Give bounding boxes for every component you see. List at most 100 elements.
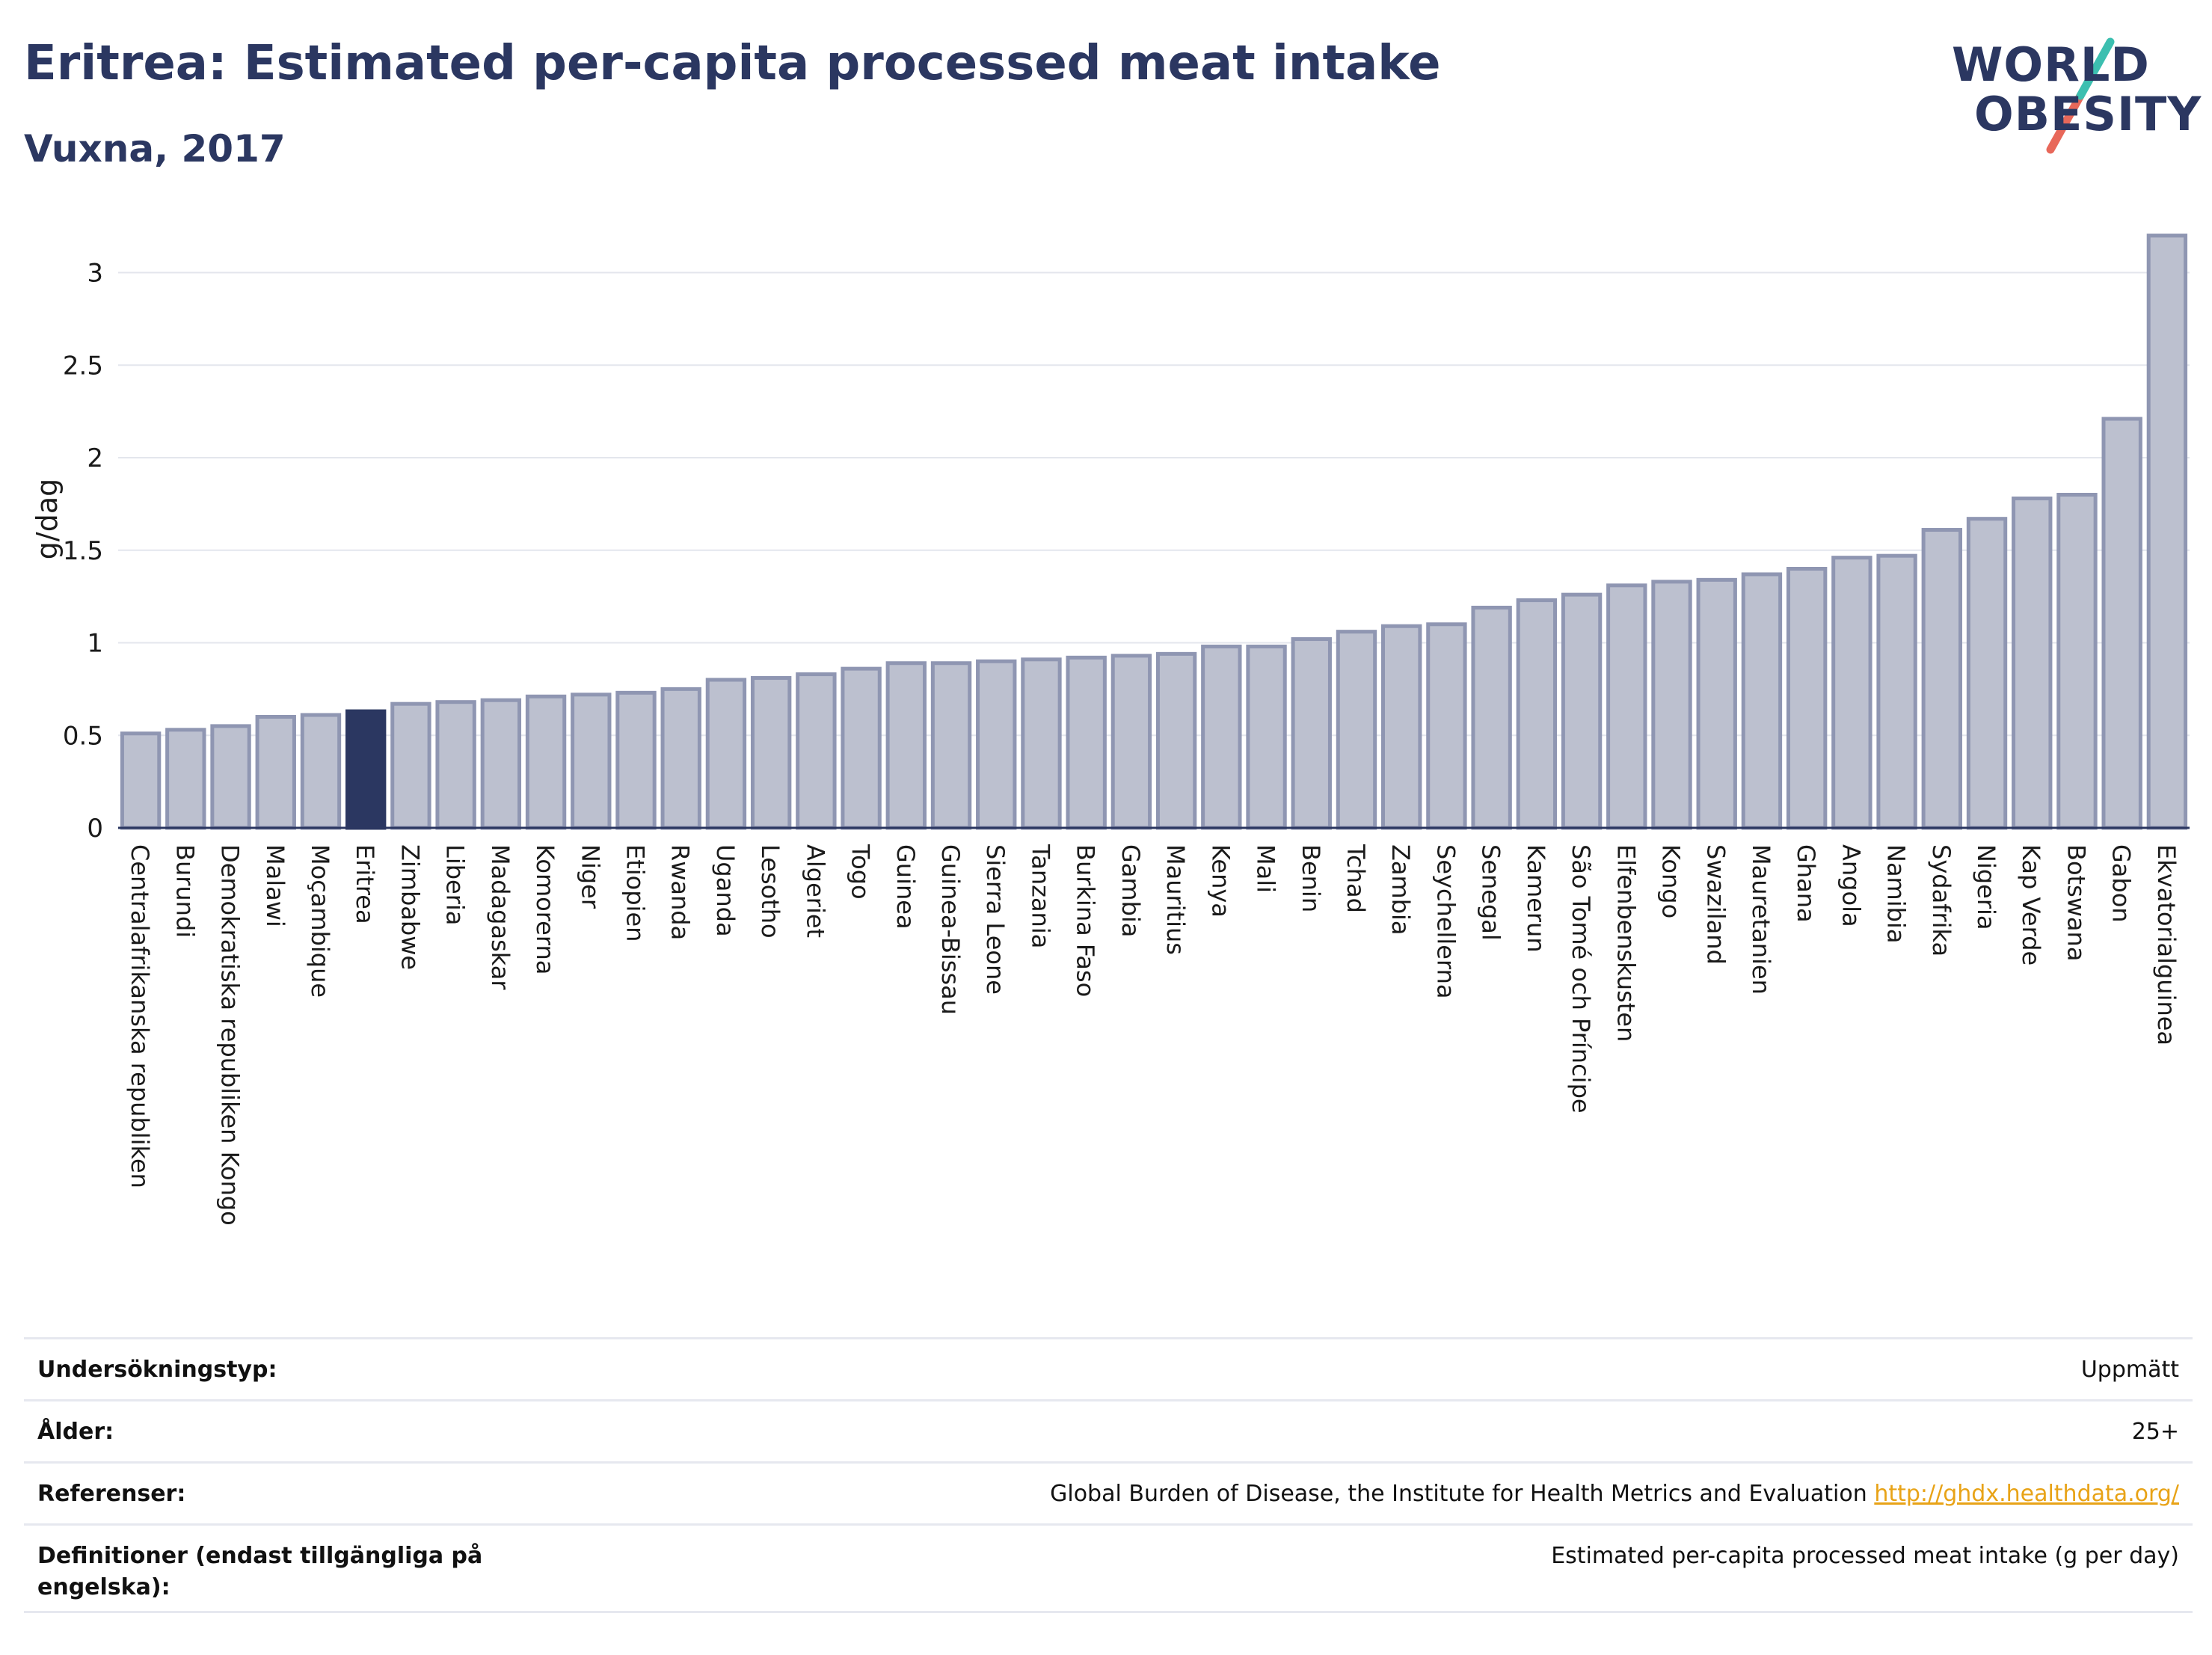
x-tick-label: Elfenbenskusten [1612,844,1640,1042]
info-label: Definitioner (endast tillgängliga på eng… [37,1543,483,1600]
bar-tchad [1336,630,1377,830]
logo-slash-icon [2046,37,2115,154]
bar-lesotho [750,676,792,830]
x-tick-label: Angola [1837,844,1865,927]
bar-zimbabwe [390,701,431,830]
x-tick-label: Nigeria [1972,844,2000,930]
info-row-age: Ålder: 25+ [24,1399,2193,1461]
bar-kenya [1201,644,1242,830]
info-table: Undersökningstyp: Uppmätt Ålder: 25+ Ref… [24,1337,2193,1613]
y-tick-label: 2.5 [63,351,103,381]
x-tick-label: Komorerna [531,844,559,974]
x-tick-label: Ghana [1792,844,1820,923]
info-row-references: Referenser: Global Burden of Disease, th… [24,1461,2193,1523]
bar-mauretanien [1741,572,1783,830]
bar-komorerna [525,694,567,830]
info-label: Ålder: [37,1419,114,1445]
x-tick-label: Kap Verde [2017,844,2045,965]
bar-niger [571,693,612,830]
bar-angola [1831,556,1872,830]
info-value: 25+ [2131,1419,2179,1445]
bar-zambia [1381,624,1422,830]
x-tick-label: Zimbabwe [396,844,424,970]
bar-sydafrika [1921,528,1962,830]
bar-benin [1291,637,1332,830]
bar-namibia [1876,553,1917,830]
bar-seychellerna [1426,622,1467,830]
bar-eritrea [345,709,387,830]
bar-senegal [1471,605,1512,830]
x-tick-label: Kamerun [1522,844,1550,953]
x-tick-label: Algeriet [801,844,829,938]
bar-algeriet [796,672,837,830]
bar-madagaskar [480,698,522,830]
x-tick-label: Mali [1252,844,1280,893]
y-tick-label: 3 [87,259,103,289]
x-tick-labels: Centralafrikanska republiken Burundi Demok… [126,844,2181,1226]
x-tick-label: São Tomé och Príncipe [1567,844,1595,1114]
bar-burundi [165,728,206,830]
x-tick-label: Sydafrika [1927,844,1956,957]
bar-demokratiska-republiken-kongo [210,724,251,830]
x-tick-label: Tchad [1342,844,1370,913]
x-tick-label: Seychellerna [1431,844,1460,998]
x-tick-label: Rwanda [666,844,695,940]
bar-nigeria [1966,517,2008,830]
bar-s-o-tom-och-pr-ncipe [1561,592,1603,830]
info-value: Uppmätt [2080,1357,2179,1383]
bar-elfenbenskusten [1606,583,1647,830]
x-tick-label: Eritrea [351,844,379,924]
x-tick-label: Demokratiska republiken Kongo [216,844,245,1226]
y-tick-label: 1 [87,629,103,659]
y-tick-labels: 0 0.5 1 1.5 2 2.5 3 [63,259,103,844]
chart-title: Eritrea: Estimated per-capita processed … [24,36,1441,91]
x-tick-label: Malawi [261,844,289,927]
x-tick-label: Guinea-Bissau [936,844,965,1015]
x-tick-label: Swaziland [1702,844,1730,965]
x-tick-label: Guinea [891,844,920,930]
bar-mali [1246,644,1287,830]
bar-guinea [885,661,927,830]
bar-mauritius [1155,651,1197,830]
x-tick-label: Kongo [1657,844,1686,918]
bar-kongo [1651,580,1692,830]
x-tick-label: Mauretanien [1747,844,1775,995]
chart-subtitle: Vuxna, 2017 [24,127,286,171]
info-row-survey-type: Undersökningstyp: Uppmätt [24,1337,2193,1399]
bar-burkina-faso [1066,655,1107,830]
bar-botswana [2056,493,2098,830]
bar-liberia [435,700,476,830]
info-label: Undersökningstyp: [37,1357,277,1383]
x-tick-label: Zambia [1386,844,1415,936]
x-tick-label: Sierra Leone [981,844,1010,995]
bar-mo-ambique [300,713,342,830]
bar-etiopien [615,690,657,830]
bar-togo [841,666,882,830]
bar-chart: Centralafrikanska republiken Burundi Demok… [31,233,2190,1226]
x-tick-label: Gabon [2107,844,2136,923]
x-tick-label: Lesotho [756,844,784,939]
x-tick-label: Benin [1297,844,1325,912]
bar-gambia [1110,654,1152,830]
x-tick-label: Namibia [1882,844,1911,943]
bar-sierra-leone [976,659,1017,830]
logo-text-obesity: OBESITY [1974,87,2202,141]
bars [120,233,2188,830]
y-tick-label: 2 [87,443,103,473]
info-value: Estimated per-capita processed meat inta… [1551,1543,2179,1569]
info-label: Referenser: [37,1481,186,1507]
x-tick-label: Liberia [441,844,470,925]
x-tick-label: Gambia [1116,844,1145,937]
bar-guinea-bissau [930,661,972,830]
x-tick-label: Togo [847,844,875,900]
reference-link[interactable]: http://ghdx.healthdata.org/ [1874,1481,2179,1507]
x-tick-label: Senegal [1477,844,1505,941]
x-tick-label: Moçambique [306,844,334,998]
world-obesity-logo: WORLD OBESITY [1952,22,2202,157]
x-tick-label: Etiopien [621,844,650,942]
x-tick-label: Botswana [2062,844,2090,961]
bar-uganda [705,678,747,830]
bar-gabon [2101,417,2142,830]
logo-text-world: WORLD [1952,37,2150,92]
bar-ghana [1786,567,1828,830]
